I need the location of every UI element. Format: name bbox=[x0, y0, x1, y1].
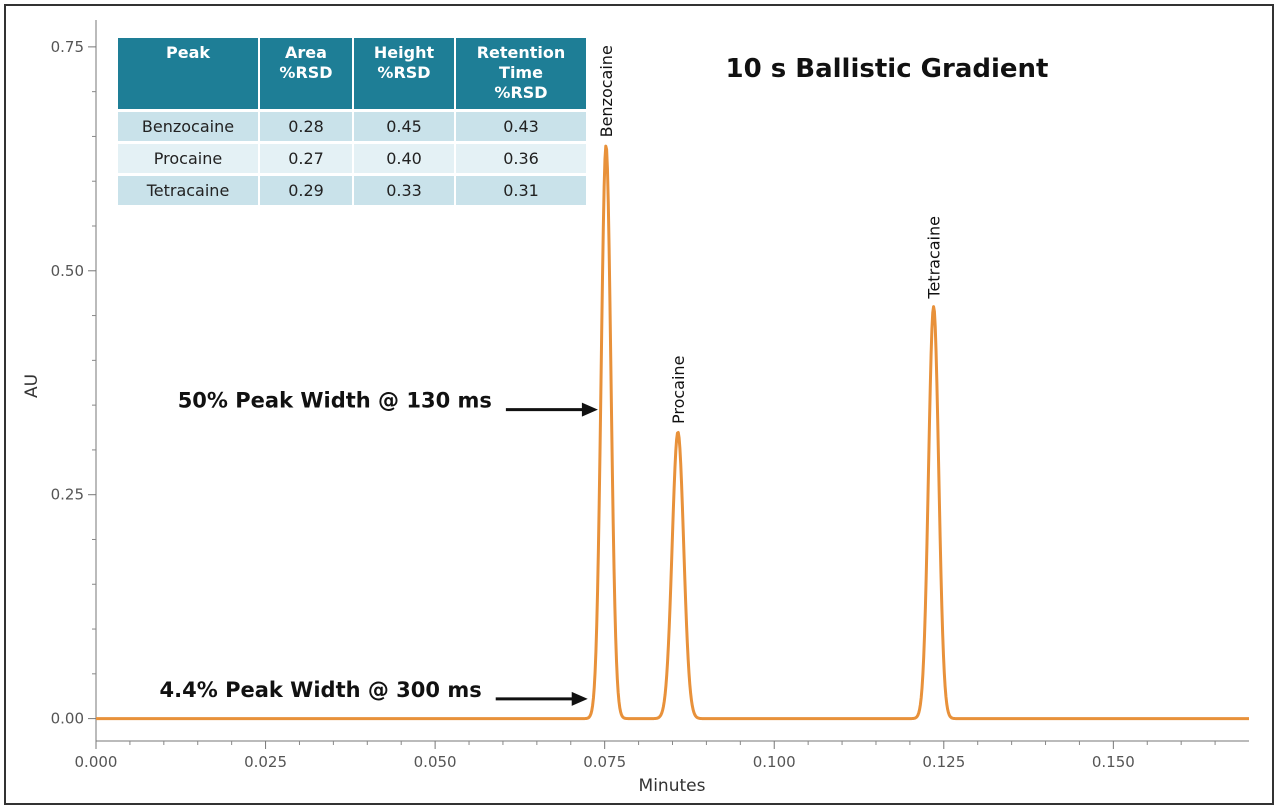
table-row: Tetracaine 0.29 0.33 0.31 bbox=[118, 176, 586, 205]
x-tick-label: 0.050 bbox=[414, 753, 457, 771]
cell-retention-rsd: 0.43 bbox=[456, 112, 586, 141]
y-tick-label: 0.75 bbox=[51, 38, 84, 56]
cell-area-rsd: 0.29 bbox=[260, 176, 352, 205]
cell-height-rsd: 0.33 bbox=[354, 176, 454, 205]
cell-height-rsd: 0.40 bbox=[354, 144, 454, 173]
annotation-arrow-head bbox=[571, 691, 588, 706]
cell-retention-rsd: 0.31 bbox=[456, 176, 586, 205]
header-area-rsd: Area %RSD bbox=[260, 38, 352, 109]
cell-peak: Benzocaine bbox=[118, 112, 258, 141]
cell-peak: Procaine bbox=[118, 144, 258, 173]
rsd-table: Peak Area %RSD Height %RSD Retention Time %R… bbox=[116, 35, 588, 208]
peak-label: Tetracaine bbox=[925, 216, 944, 300]
table-row: Benzocaine 0.28 0.45 0.43 bbox=[118, 112, 586, 141]
annotation-label: 4.4% Peak Width @ 300 ms bbox=[160, 678, 482, 702]
chromatogram-trace bbox=[95, 144, 1250, 721]
x-tick-label: 0.075 bbox=[583, 753, 626, 771]
x-tick-label: 0.000 bbox=[75, 753, 118, 771]
x-tick-label: 0.150 bbox=[1092, 753, 1135, 771]
cell-area-rsd: 0.27 bbox=[260, 144, 352, 173]
peak-label: Benzocaine bbox=[597, 45, 616, 137]
rsd-table-header: Peak Area %RSD Height %RSD Retention Time %R… bbox=[118, 38, 586, 109]
x-axis-title: Minutes bbox=[639, 776, 706, 796]
x-tick-label: 0.025 bbox=[244, 753, 287, 771]
header-peak: Peak bbox=[118, 38, 258, 109]
y-axis-title: AU bbox=[22, 374, 42, 398]
y-tick-label: 0.00 bbox=[51, 710, 84, 728]
cell-retention-rsd: 0.36 bbox=[456, 144, 586, 173]
x-tick-label: 0.125 bbox=[922, 753, 965, 771]
cell-area-rsd: 0.28 bbox=[260, 112, 352, 141]
peak-label: Procaine bbox=[669, 356, 688, 424]
table-row: Procaine 0.27 0.40 0.36 bbox=[118, 144, 586, 173]
cell-height-rsd: 0.45 bbox=[354, 112, 454, 141]
annotation-arrow-head bbox=[581, 402, 598, 417]
chart-title: 10 s Ballistic Gradient bbox=[726, 54, 1049, 84]
y-tick-label: 0.50 bbox=[51, 262, 84, 280]
header-height-rsd: Height %RSD bbox=[354, 38, 454, 109]
y-tick-label: 0.25 bbox=[51, 486, 84, 504]
x-tick-label: 0.100 bbox=[753, 753, 796, 771]
cell-peak: Tetracaine bbox=[118, 176, 258, 205]
annotation-label: 50% Peak Width @ 130 ms bbox=[178, 389, 492, 413]
header-retention-rsd: Retention Time %RSD bbox=[456, 38, 586, 109]
